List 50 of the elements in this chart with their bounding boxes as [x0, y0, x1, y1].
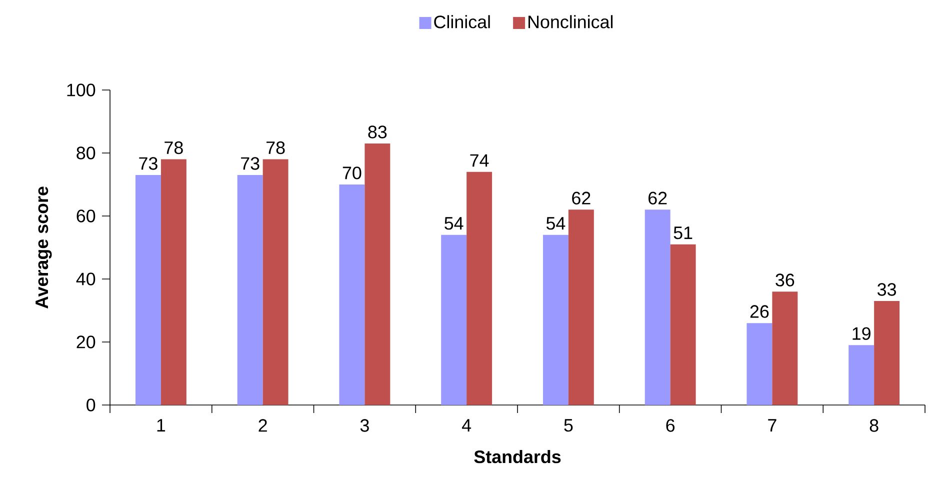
x-tick-label: 3: [360, 419, 369, 432]
data-label: 73: [241, 157, 260, 170]
data-label: 78: [164, 141, 183, 154]
bar: [339, 184, 365, 405]
legend-label: Nonclinical: [528, 15, 613, 28]
data-label: 83: [368, 126, 387, 138]
y-tick-label: 40: [76, 272, 96, 286]
x-tick-label: 7: [768, 419, 776, 432]
y-axis-title: Average score: [36, 186, 52, 309]
data-label: 70: [342, 166, 362, 180]
bar: [160, 159, 186, 405]
bar: [542, 234, 568, 405]
data-label: 62: [648, 192, 667, 204]
bar: [644, 210, 670, 405]
data-label: 51: [674, 226, 692, 240]
data-label: 74: [470, 154, 489, 167]
y-tick-label: 100: [67, 84, 96, 96]
x-tick-label: 1: [157, 419, 166, 432]
bar: [772, 292, 798, 405]
bar: [874, 301, 900, 405]
x-tick-label: 8: [870, 419, 878, 432]
data-label: 54: [546, 217, 566, 230]
bar: [364, 144, 390, 405]
bar: [670, 244, 696, 405]
data-label: 62: [572, 192, 590, 204]
x-tick-label: 5: [564, 419, 573, 432]
y-tick-label: 80: [76, 146, 96, 160]
bar: [262, 159, 288, 405]
x-axis-title: Standards: [474, 450, 561, 464]
data-label: 73: [139, 157, 158, 170]
data-label: 19: [852, 327, 870, 340]
bar: [237, 175, 263, 405]
x-tick-label: 4: [462, 419, 472, 432]
y-tick-label: 60: [76, 210, 96, 222]
x-tick-label: 2: [258, 419, 267, 432]
y-tick-label: 20: [76, 336, 96, 348]
bar: [466, 172, 492, 405]
bar: [135, 175, 161, 405]
bar: [848, 345, 874, 405]
data-label: 26: [750, 305, 769, 318]
bar: [568, 210, 594, 405]
legend-label: Clinical: [434, 15, 490, 28]
bar: [441, 234, 467, 405]
data-label: 78: [266, 141, 285, 154]
data-label: 54: [444, 217, 464, 230]
x-tick-label: 6: [666, 419, 675, 432]
data-label: 36: [776, 274, 794, 286]
y-tick-label: 0: [86, 398, 96, 412]
bar: [746, 323, 772, 405]
data-label: 33: [878, 283, 896, 296]
